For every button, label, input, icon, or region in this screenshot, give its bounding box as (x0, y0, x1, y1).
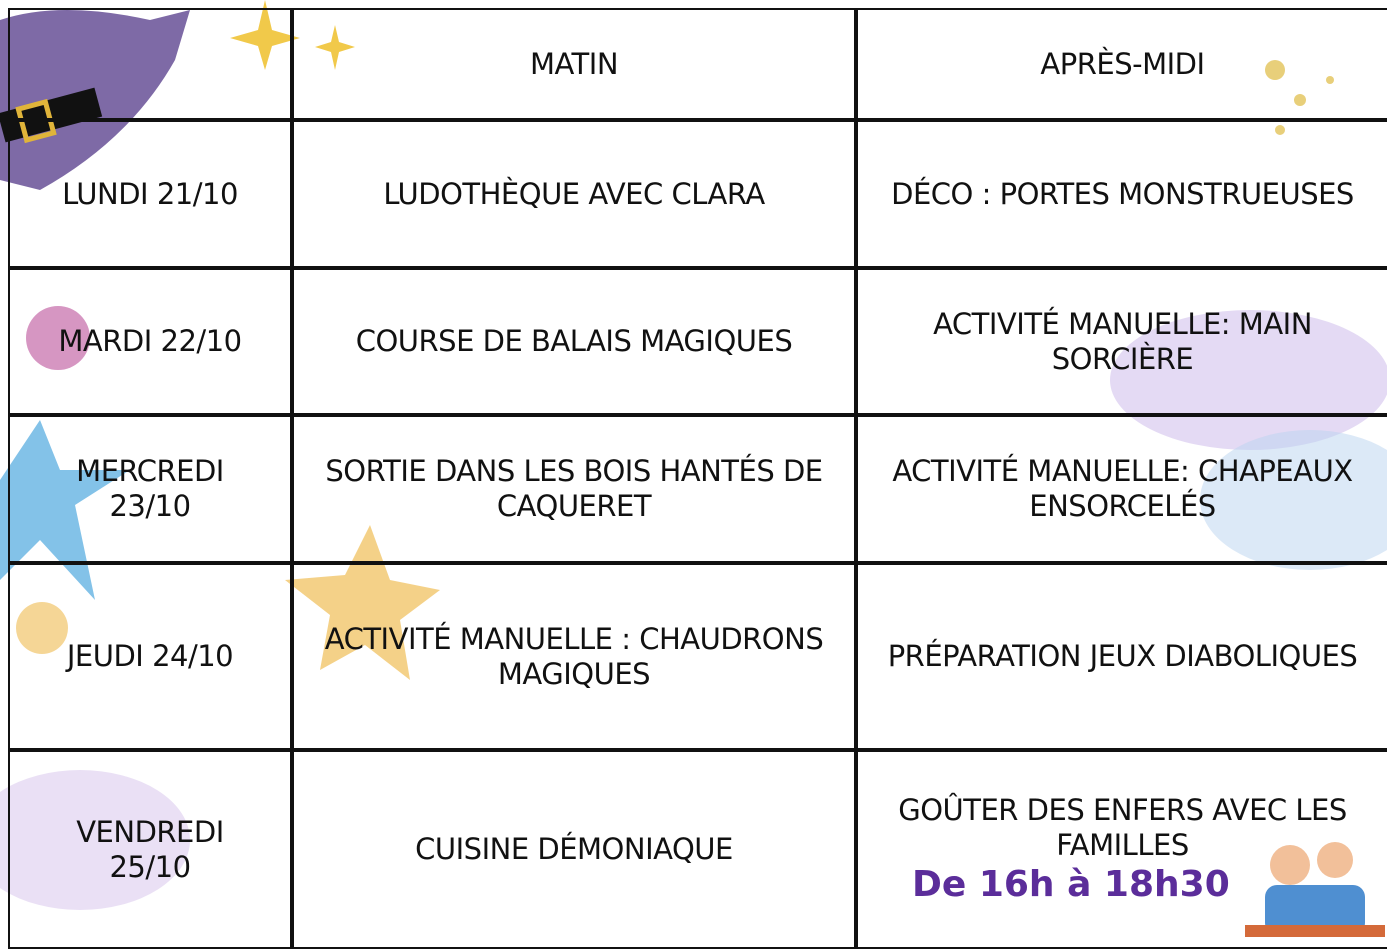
day-cell-text: LUNDI 21/10 (62, 176, 238, 211)
header-text: APRÈS-MIDI (1040, 46, 1205, 81)
morning-cell-text: COURSE DE BALAIS MAGIQUES (355, 324, 793, 359)
morning-cell: LUDOTHÈQUE AVEC CLARA (292, 120, 856, 268)
morning-cell-text: SORTIE DANS LES BOIS HANTÉS DE CAQUERET (325, 454, 823, 523)
day-cell: VENDREDI 25/10 (8, 750, 292, 949)
day-cell-text: VENDREDI 25/10 (76, 814, 224, 884)
day-cell: JEUDI 24/10 (8, 563, 292, 750)
morning-cell: COURSE DE BALAIS MAGIQUES (292, 268, 856, 415)
day-cell-text: JEUDI 24/10 (66, 639, 234, 674)
morning-cell: ACTIVITÉ MANUELLE : CHAUDRONS MAGIQUES (292, 563, 856, 750)
afternoon-cell: DÉCO : PORTES MONSTRUEUSES (856, 120, 1387, 268)
header-text: MATIN (529, 46, 619, 81)
corner-cell (8, 8, 292, 120)
morning-cell: CUISINE DÉMONIAQUE (292, 750, 856, 949)
day-cell: MARDI 22/10 (8, 268, 292, 415)
afternoon-cell-text: PRÉPARATION JEUX DIABOLIQUES (887, 639, 1358, 674)
time-note: De 16h à 18h30 (912, 863, 1230, 905)
afternoon-cell-text: DÉCO : PORTES MONSTRUEUSES (891, 176, 1354, 211)
morning-cell-text: CUISINE DÉMONIAQUE (415, 832, 733, 867)
day-cell-text: MARDI 22/10 (58, 324, 242, 359)
morning-cell-text: LUDOTHÈQUE AVEC CLARA (383, 176, 765, 211)
day-cell: LUNDI 21/10 (8, 120, 292, 268)
afternoon-cell-text: ACTIVITÉ MANUELLE: CHAPEAUX ENSORCELÉS (892, 454, 1353, 523)
day-cell: MERCREDI 23/10 (8, 415, 292, 563)
afternoon-cell: GOÛTER DES ENFERS AVEC LES FAMILLES De 16… (856, 750, 1387, 949)
afternoon-cell-text: ACTIVITÉ MANUELLE: MAIN SORCIÈRE (933, 306, 1312, 376)
afternoon-cell: PRÉPARATION JEUX DIABOLIQUES (856, 563, 1387, 750)
schedule-table: MATIN APRÈS-MIDI LUNDI 21/10 LUDOTHÈQUE A… (8, 8, 1387, 949)
header-cell: APRÈS-MIDI (856, 8, 1387, 120)
header-cell: MATIN (292, 8, 856, 120)
afternoon-cell: ACTIVITÉ MANUELLE: MAIN SORCIÈRE (856, 268, 1387, 415)
day-cell-text: MERCREDI 23/10 (76, 454, 224, 523)
afternoon-cell-text: GOÛTER DES ENFERS AVEC LES FAMILLES (898, 793, 1347, 862)
morning-cell-text: ACTIVITÉ MANUELLE : CHAUDRONS MAGIQUES (324, 621, 824, 691)
morning-cell: SORTIE DANS LES BOIS HANTÉS DE CAQUERET (292, 415, 856, 563)
afternoon-cell: ACTIVITÉ MANUELLE: CHAPEAUX ENSORCELÉS (856, 415, 1387, 563)
